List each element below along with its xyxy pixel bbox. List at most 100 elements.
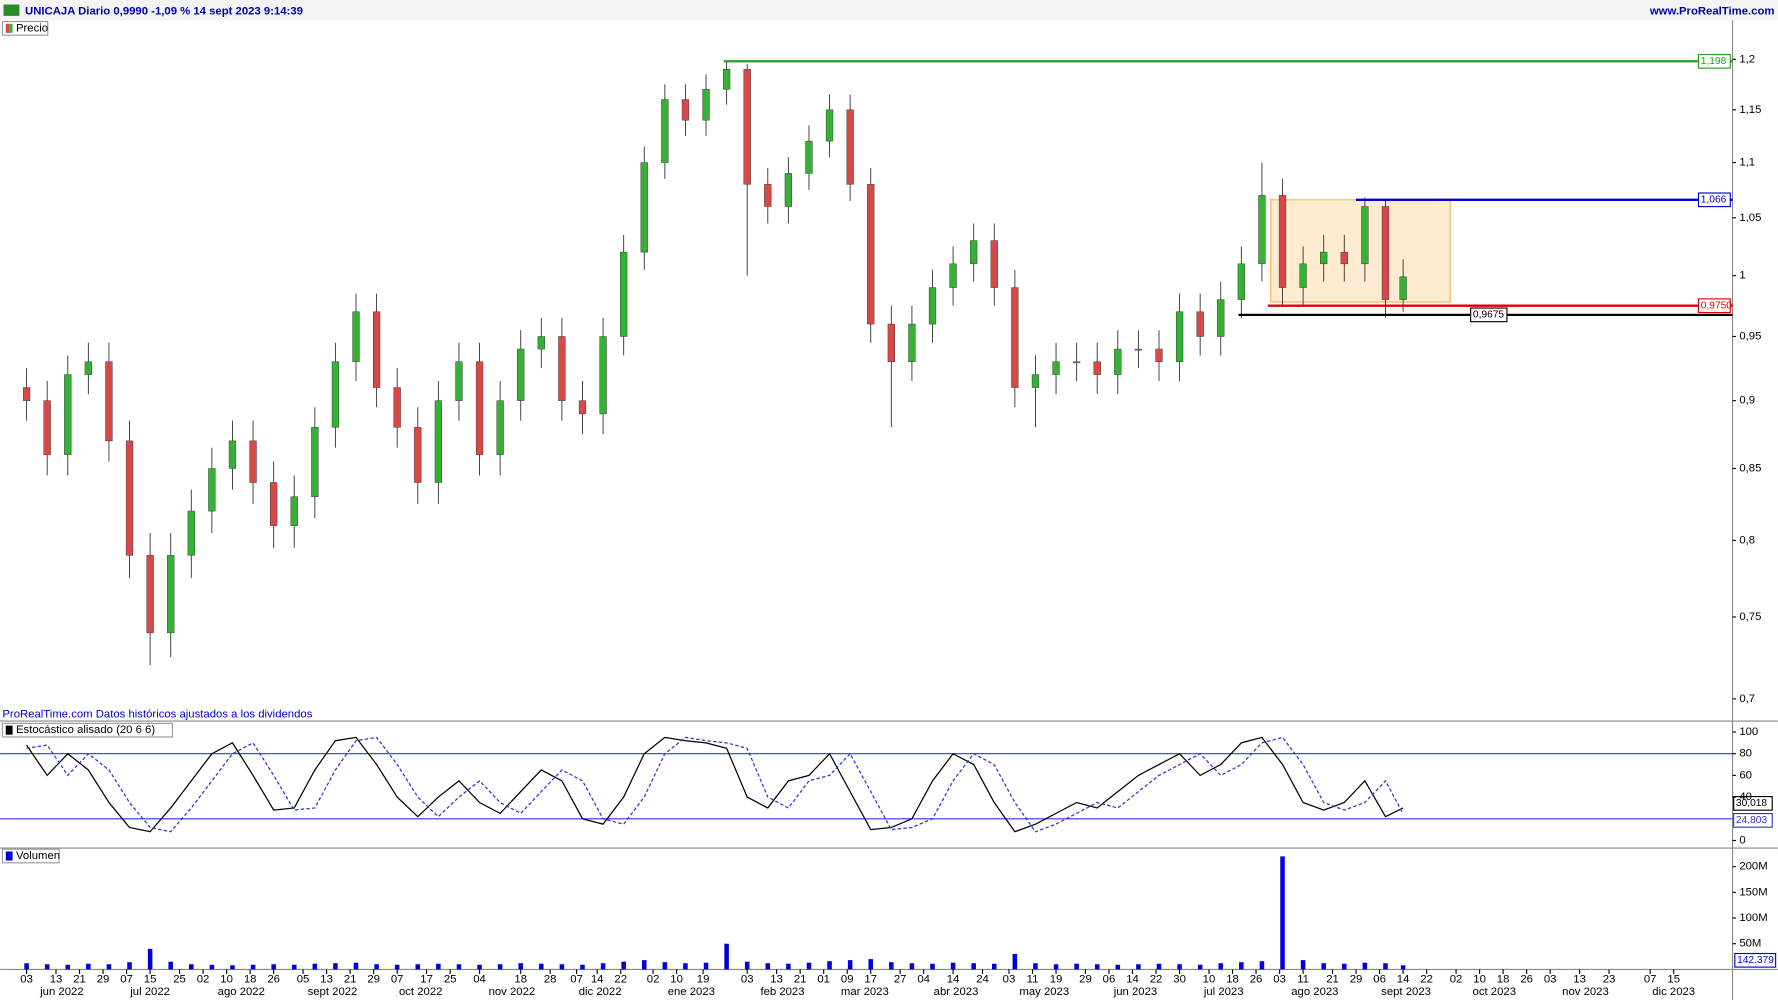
candle-body <box>1175 311 1184 362</box>
candle-body <box>249 440 257 483</box>
x-tick-label: 04 <box>917 974 930 986</box>
candle-body <box>228 440 237 469</box>
x-tick-label: 30 <box>1173 974 1186 986</box>
x-tick-label: 09 <box>841 974 854 986</box>
volume-bar <box>230 965 235 970</box>
volume-bar <box>1342 963 1347 970</box>
candle-body <box>208 468 216 512</box>
legend-swatch <box>5 725 13 735</box>
month-label: sept 2022 <box>308 986 358 998</box>
candle-body <box>805 140 813 174</box>
volume-bar <box>250 964 256 970</box>
x-tick-label: 26 <box>267 974 280 986</box>
x-tick-label: 24 <box>976 974 989 986</box>
candle-body <box>352 311 360 362</box>
candle-body <box>784 173 793 207</box>
candle-body <box>1031 374 1040 388</box>
candle-body <box>928 287 937 325</box>
legend-box <box>1 722 174 738</box>
volume-bar <box>189 964 194 970</box>
volume-bar <box>127 962 132 970</box>
x-tick-label: 07 <box>570 974 583 986</box>
x-tick-label: 15 <box>144 974 157 986</box>
month-label: may 2023 <box>1019 986 1069 998</box>
candle-body <box>1399 276 1407 300</box>
volume-bar <box>827 961 832 970</box>
x-tick-label: 06 <box>1373 974 1386 986</box>
volume-bar <box>539 963 544 970</box>
candle-body <box>825 109 834 142</box>
x-tick-label: 28 <box>544 974 557 986</box>
x-tick-label: 21 <box>794 974 807 986</box>
x-tick-label: 11 <box>1027 974 1039 986</box>
panel-title: Volumen <box>16 850 60 862</box>
x-tick-label: 02 <box>197 974 210 986</box>
candle-body <box>1381 206 1390 300</box>
y-tick-label: 0,8 <box>1739 534 1755 546</box>
x-tick-label: 05 <box>297 974 310 986</box>
volume-bar <box>1321 963 1326 970</box>
legend-box <box>1 20 49 36</box>
volume-bar <box>1239 962 1244 970</box>
candle-body <box>1320 251 1328 265</box>
site-link[interactable]: www.ProRealTime.com <box>1649 5 1775 17</box>
month-label: jun 2023 <box>1113 986 1157 998</box>
candle-body <box>414 427 422 483</box>
y-tick-label: 0,7 <box>1739 693 1755 705</box>
volume-bar <box>1053 964 1059 970</box>
y-tick-label: 100M <box>1739 912 1767 924</box>
x-tick-label: 14 <box>1126 974 1139 986</box>
volume-bar <box>1074 963 1079 970</box>
volume-bar <box>436 963 441 970</box>
y-tick-label: 0,95 <box>1739 331 1761 343</box>
x-tick-label: 18 <box>1497 974 1510 986</box>
volume-bar <box>1300 960 1306 970</box>
volume-bar <box>1259 961 1265 970</box>
candle-body <box>1278 195 1287 288</box>
level-label: 0,9675 <box>1473 310 1504 321</box>
x-tick-label: 13 <box>50 974 63 986</box>
candle-body <box>722 69 731 90</box>
x-tick-label: 10 <box>1473 974 1486 986</box>
level-label: 1,066 <box>1701 194 1727 205</box>
candle-body <box>599 336 607 415</box>
candle-body <box>434 400 442 483</box>
x-tick-label: 03 <box>1273 974 1286 986</box>
volume-bar <box>24 963 29 970</box>
month-label: nov 2023 <box>1562 986 1609 998</box>
level-label: 0,9750 <box>1701 300 1732 311</box>
x-tick-label: 14 <box>947 974 960 986</box>
x-tick-label: 25 <box>173 974 186 986</box>
x-tick-label: 11 <box>1297 974 1309 986</box>
volume-bar <box>44 964 50 970</box>
month-label: abr 2023 <box>934 986 979 998</box>
volume-bar <box>374 964 379 970</box>
volume-bar <box>847 960 853 970</box>
x-tick-label: 03 <box>20 974 33 986</box>
volume-bar <box>950 962 956 970</box>
candle-body <box>43 400 51 455</box>
volume-bar <box>992 963 997 970</box>
volume-bar <box>662 962 668 970</box>
header-title: UNICAJA Diario 0,9990 -1,09 % 14 sept 20… <box>25 5 303 17</box>
month-label: dic 2023 <box>1652 986 1695 998</box>
y-tick-label: 0,75 <box>1739 611 1761 623</box>
y-tick-label: 1,2 <box>1739 53 1755 65</box>
legend-swatch <box>5 23 10 33</box>
x-tick-label: 13 <box>1573 974 1586 986</box>
volume-bar <box>909 963 915 970</box>
x-tick-label: 18 <box>244 974 257 986</box>
x-tick-label: 07 <box>120 974 133 986</box>
y-tick-label: 60 <box>1739 769 1752 781</box>
volume-bar <box>271 964 276 970</box>
candle-body <box>908 323 916 362</box>
candle-body <box>578 400 587 415</box>
month-label: jul 2022 <box>129 986 170 998</box>
volume-bar <box>518 963 523 970</box>
candle-body <box>949 263 957 288</box>
x-tick-label: 10 <box>220 974 233 986</box>
candle-body <box>640 162 648 253</box>
candle-body <box>537 336 545 350</box>
